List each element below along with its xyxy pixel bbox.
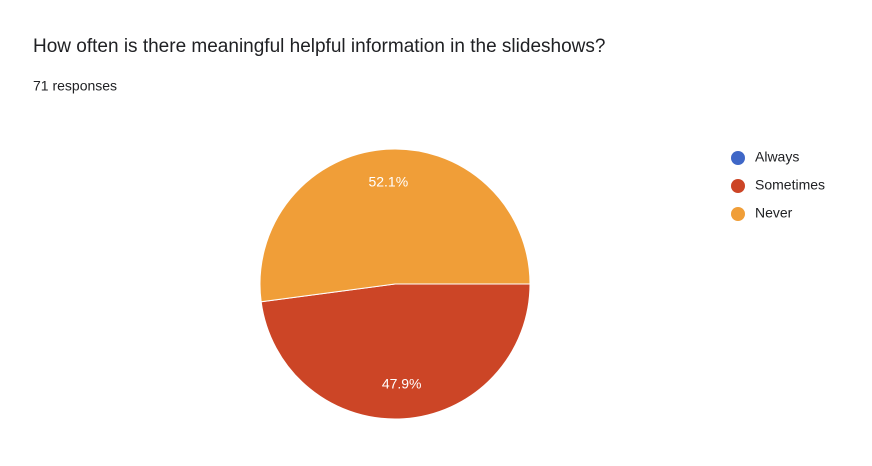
legend-swatch [731,151,745,165]
pie-slice [259,148,531,303]
legend-swatch [731,207,745,221]
slice-label: 52.1% [368,174,408,190]
legend-label: Sometimes [755,177,825,193]
slice-label: 47.9% [382,376,422,392]
legend-label: Always [755,149,799,165]
chart-subtitle: 71 responses [33,78,117,94]
legend-swatch [731,179,745,193]
pie-slice [260,283,531,420]
legend-label: Never [755,205,793,221]
chart-title: How often is there meaningful helpful in… [33,36,605,57]
